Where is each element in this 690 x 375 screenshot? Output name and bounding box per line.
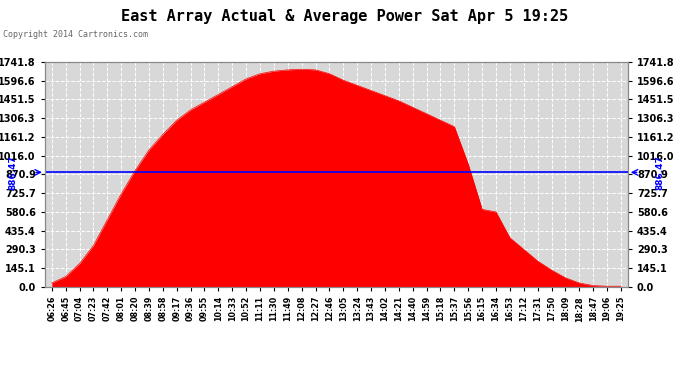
Text: Average  (DC Watts): Average (DC Watts) — [392, 25, 495, 34]
Text: 886.47: 886.47 — [8, 155, 17, 190]
Text: 886.47: 886.47 — [656, 155, 664, 190]
Text: East Array Actual & Average Power Sat Apr 5 19:25: East Array Actual & Average Power Sat Ap… — [121, 9, 569, 24]
Text: East Array  (DC Watts): East Array (DC Watts) — [511, 25, 625, 34]
Text: Copyright 2014 Cartronics.com: Copyright 2014 Cartronics.com — [3, 30, 148, 39]
